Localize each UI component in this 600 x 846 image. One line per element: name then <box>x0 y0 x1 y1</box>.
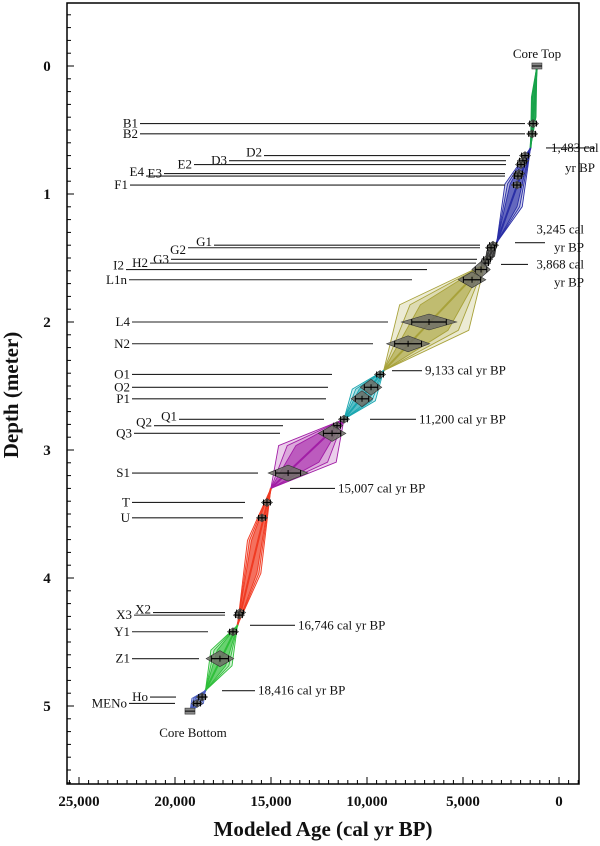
layer-label: X2 <box>135 602 151 617</box>
layer-label: U <box>121 510 131 525</box>
layer-label: E3 <box>148 166 162 181</box>
x-axis-title: Modeled Age (cal yr BP) <box>214 817 433 841</box>
y-tick-label: 5 <box>43 699 51 715</box>
layer-label: G1 <box>196 234 212 249</box>
y-tick-label: 4 <box>43 571 51 587</box>
dated-layers <box>184 62 543 715</box>
layer-label: I2 <box>113 258 124 273</box>
boundary-label: 1,483 cal <box>551 140 599 155</box>
layer-label: B2 <box>123 126 138 141</box>
layer-label: G3 <box>153 251 169 266</box>
layer-label: Y1 <box>114 624 130 639</box>
x-tick-label: 25,000 <box>58 794 99 810</box>
x-tick-label: 5,000 <box>446 794 480 810</box>
y-tick-label: 0 <box>43 59 51 75</box>
boundary-label: 11,200 cal yr BP <box>419 411 506 426</box>
y-tick-label: 1 <box>43 187 51 203</box>
boundary-label: 15,007 cal yr BP <box>338 480 425 495</box>
layer-label: B1 <box>123 116 138 131</box>
core-bottom-label: Core Bottom <box>159 725 227 740</box>
layer-label: F1 <box>114 177 128 192</box>
boundary-label: 18,416 cal yr BP <box>258 683 345 698</box>
layer-label: E2 <box>178 157 192 172</box>
y-tick-label: 2 <box>43 315 51 331</box>
layer-label: E4 <box>130 164 145 179</box>
layer-label: Q2 <box>136 415 152 430</box>
axes: 25,000 20,000 15,000 10,000 5,000 0 0 1 2 3 4 5 <box>43 2 580 810</box>
boundary-label: 9,133 cal yr BP <box>425 363 506 378</box>
layer-label: Z1 <box>116 651 130 666</box>
x-tick-label: 20,000 <box>154 794 195 810</box>
layer-label: D2 <box>246 145 262 160</box>
layer-label: Ho <box>132 689 148 704</box>
layer-label: O1 <box>114 366 130 381</box>
layer-label: P1 <box>116 391 130 406</box>
layer-label: G2 <box>170 242 186 257</box>
layer-label: S1 <box>116 465 130 480</box>
layer-label: H2 <box>132 255 148 270</box>
boundary-label: 3,868 cal <box>536 256 584 271</box>
layer-label: Q1 <box>161 408 177 423</box>
layer-label: Q3 <box>116 425 132 440</box>
layer-label: O2 <box>114 379 130 394</box>
core-top-label: Core Top <box>513 46 561 61</box>
boundary-label: yr BP <box>554 240 584 255</box>
segment-median-line <box>236 488 272 626</box>
layer-label: T <box>122 494 130 509</box>
layer-label: N2 <box>114 336 130 351</box>
plot-frame <box>66 2 580 785</box>
x-tick-label: 15,000 <box>250 794 291 810</box>
boundary-label: 3,245 cal <box>536 222 584 237</box>
layer-label: L4 <box>116 314 131 329</box>
boundary-label: 16,746 cal yr BP <box>298 617 385 632</box>
y-axis-title: Depth (meter) <box>0 332 23 459</box>
layer-label: MENo <box>92 695 127 710</box>
x-tick-label: 0 <box>555 794 563 810</box>
x-tick-label: 10,000 <box>346 794 387 810</box>
boundary-label: yr BP <box>554 274 584 289</box>
layer-label: D3 <box>211 153 227 168</box>
boundary-label: yr BP <box>565 160 595 175</box>
y-tick-label: 3 <box>43 443 51 459</box>
layer-label: L1n <box>106 272 127 287</box>
layer-label: X3 <box>116 607 132 622</box>
